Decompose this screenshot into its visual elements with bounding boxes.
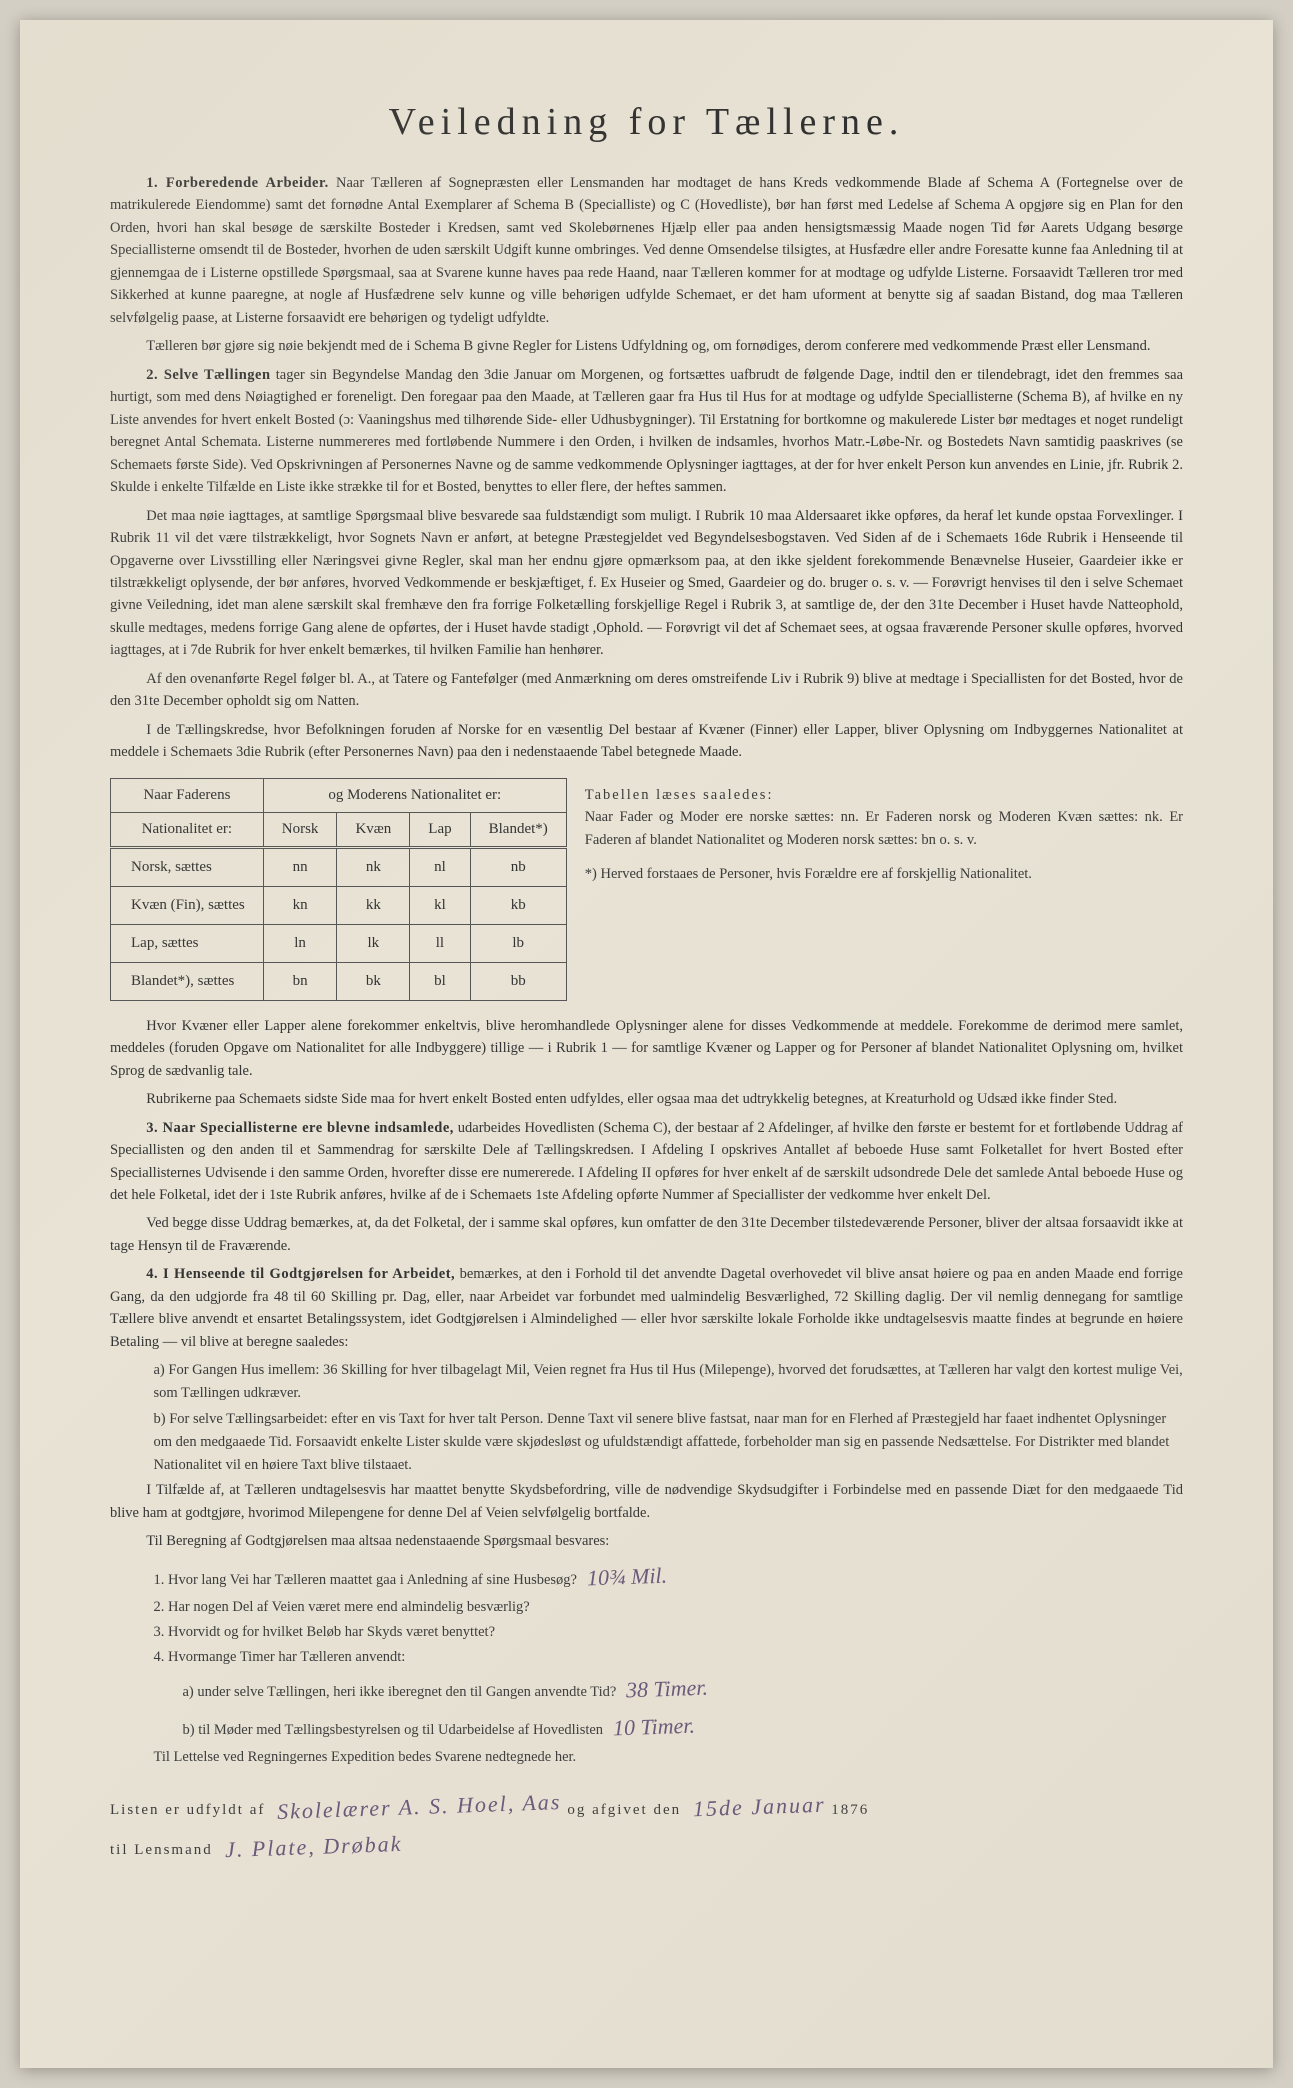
nationality-table: Naar Faderens og Moderens Nationalitet e…	[110, 778, 567, 1001]
cell: nk	[337, 847, 410, 886]
para-1-body: Naar Tælleren af Sognepræsten eller Lens…	[110, 175, 1183, 326]
table-head-row-2: Nationalitet er: Norsk Kvæn Lap Blandet*…	[111, 812, 567, 847]
cell: bn	[263, 962, 337, 1000]
para-2c: Af den ovenanførte Regel følger bl. A., …	[110, 668, 1183, 713]
question-4a: a) under selve Tællingen, heri ikke iber…	[183, 1671, 1184, 1706]
sig-date: 15de Januar	[692, 1785, 826, 1829]
sig-name: Skolelærer A. S. Hoel, Aas	[277, 1782, 563, 1831]
side-note-1-head: Tabellen læses saaledes:	[585, 787, 774, 803]
table-row: Kvæn (Fin), sættes kn kk kl kb	[111, 886, 567, 924]
th-nationality: Nationalitet er:	[111, 812, 264, 847]
question-5: Til Lettelse ved Regningernes Expedition…	[154, 1746, 1184, 1769]
para-2: 2. Selve Tællingen tager sin Begyndelse …	[110, 364, 1183, 499]
signature-block: Listen er udfyldt af Skolelærer A. S. Ho…	[110, 1787, 1183, 1866]
section-4-lead: 4. I Henseende til Godtgjørelsen for Arb…	[146, 1266, 455, 1282]
cell: kk	[337, 886, 410, 924]
para-3a: Hvor Kvæner eller Lapper alene forekomme…	[110, 1015, 1183, 1082]
para-5d: Til Beregning af Godtgjørelsen maa altsa…	[110, 1530, 1183, 1552]
para-5: 4. I Henseende til Godtgjørelsen for Arb…	[110, 1263, 1183, 1353]
th-col-2: Lap	[410, 812, 470, 847]
para-1b: Tælleren bør gjøre sig nøie bekjendt med…	[110, 335, 1183, 357]
question-1: 1. Hvor lang Vei har Tælleren maattet ga…	[154, 1559, 1184, 1594]
cell: ll	[410, 924, 470, 962]
cell: kb	[470, 886, 566, 924]
q4a-answer: 38 Timer.	[625, 1670, 708, 1708]
side-note-2: *) Herved forstaaes de Personer, hvis Fo…	[585, 863, 1183, 885]
row-label: Kvæn (Fin), sættes	[111, 886, 264, 924]
row-label: Norsk, sættes	[111, 847, 264, 886]
para-3b: Rubrikerne paa Schemaets sidste Side maa…	[110, 1088, 1183, 1110]
th-col-1: Kvæn	[337, 812, 410, 847]
item-b: b) For selve Tællingsarbeidet: efter en …	[154, 1408, 1184, 1478]
para-1: 1. Forberedende Arbeider. Naar Tælleren …	[110, 172, 1183, 329]
question-4: 4. Hvormange Timer har Tælleren anvendt:	[154, 1646, 1184, 1669]
questions-list: 1. Hvor lang Vei har Tælleren maattet ga…	[154, 1559, 1184, 1769]
sig-year: 1876	[831, 1802, 869, 1818]
question-2: 2. Har nogen Del af Veien været mere end…	[154, 1596, 1184, 1619]
cell: lb	[470, 924, 566, 962]
cell: ln	[263, 924, 337, 962]
para-5c: I Tilfælde af, at Tælleren undtagelsesvi…	[110, 1479, 1183, 1524]
sig-mid: og afgivet den	[567, 1802, 681, 1818]
th-col-0: Norsk	[263, 812, 337, 847]
para-2d: I de Tællingskredse, hvor Befolkningen f…	[110, 719, 1183, 764]
q1-answer: 10¾ Mil.	[586, 1557, 667, 1595]
para-2-body: tager sin Begyndelse Mandag den 3die Jan…	[110, 367, 1183, 495]
question-4b: b) til Møder med Tællingsbestyrelsen og …	[183, 1709, 1184, 1744]
sig2-name: J. Plate, Drøbak	[224, 1823, 403, 1869]
cell: nn	[263, 847, 337, 886]
row-label: Blandet*), sættes	[111, 962, 264, 1000]
table-row: Lap, sættes ln lk ll lb	[111, 924, 567, 962]
cell: nl	[410, 847, 470, 886]
table-side-notes: Tabellen læses saaledes: Naar Fader og M…	[585, 778, 1183, 898]
th-col-3: Blandet*)	[470, 812, 566, 847]
table-row: Blandet*), sættes bn bk bl bb	[111, 962, 567, 1000]
side-note-1: Tabellen læses saaledes: Naar Fader og M…	[585, 784, 1183, 851]
nationality-table-wrap: Naar Faderens og Moderens Nationalitet e…	[110, 778, 1183, 1001]
section-3-lead: 3. Naar Speciallisterne ere blevne indsa…	[146, 1120, 454, 1136]
document-page: Veiledning for Tællerne. 1. Forberedende…	[20, 20, 1273, 2068]
payment-sublist: a) For Gangen Hus imellem: 36 Skilling f…	[154, 1359, 1184, 1477]
cell: nb	[470, 847, 566, 886]
q4b-text: b) til Møder med Tællingsbestyrelsen og …	[183, 1722, 604, 1738]
para-2b: Det maa nøie iagttages, at samtlige Spør…	[110, 505, 1183, 662]
item-a: a) For Gangen Hus imellem: 36 Skilling f…	[154, 1359, 1184, 1405]
para-4: 3. Naar Speciallisterne ere blevne indsa…	[110, 1117, 1183, 1207]
cell: bk	[337, 962, 410, 1000]
side-note-1-body: Naar Fader og Moder ere norske sættes: n…	[585, 809, 1183, 847]
question-3: 3. Hvorvidt og for hvilket Beløb har Sky…	[154, 1621, 1184, 1644]
cell: lk	[337, 924, 410, 962]
page-title: Veiledning for Tællerne.	[110, 100, 1183, 144]
table-head-row-1: Naar Faderens og Moderens Nationalitet e…	[111, 778, 567, 812]
section-2-lead: 2. Selve Tællingen	[146, 367, 270, 383]
cell: kn	[263, 886, 337, 924]
q4b-answer: 10 Timer.	[612, 1707, 695, 1745]
q1-text: 1. Hvor lang Vei har Tælleren maattet ga…	[154, 1572, 577, 1588]
cell: kl	[410, 886, 470, 924]
para-4b: Ved begge disse Uddrag bemærkes, at, da …	[110, 1212, 1183, 1257]
th-mother: og Moderens Nationalitet er:	[263, 778, 566, 812]
th-father: Naar Faderens	[111, 778, 264, 812]
cell: bl	[410, 962, 470, 1000]
sig-pre: Listen er udfyldt af	[110, 1802, 265, 1818]
table-row: Norsk, sættes nn nk nl nb	[111, 847, 567, 886]
row-label: Lap, sættes	[111, 924, 264, 962]
section-1-lead: 1. Forberedende Arbeider.	[146, 175, 328, 191]
sig2-pre: til Lensmand	[110, 1842, 213, 1858]
q4a-text: a) under selve Tællingen, heri ikke iber…	[183, 1684, 617, 1700]
cell: bb	[470, 962, 566, 1000]
